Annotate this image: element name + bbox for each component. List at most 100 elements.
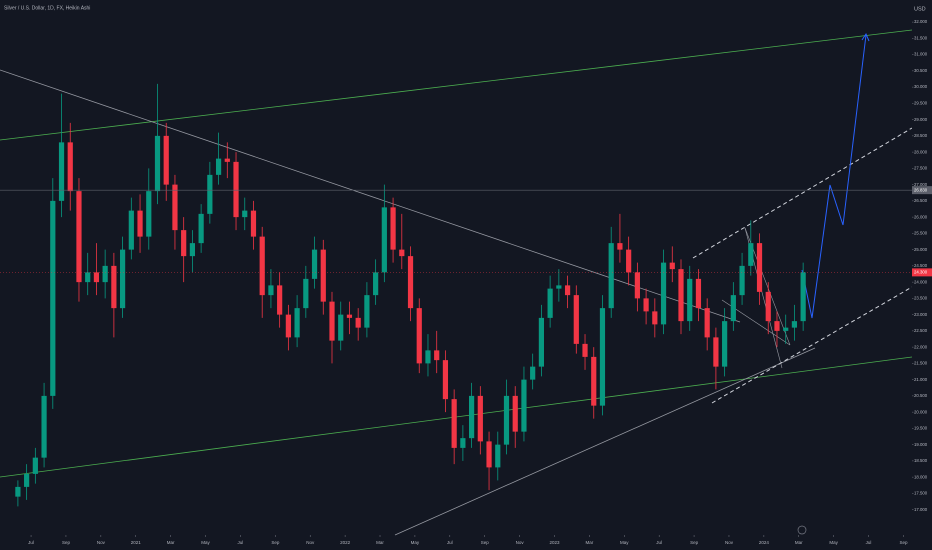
candle-body — [538, 317, 544, 367]
y-tick-label: 21.500 — [914, 361, 928, 366]
y-tick-label: 17.500 — [914, 491, 928, 496]
candle-body — [146, 191, 152, 237]
x-tick-label: Jul — [656, 540, 662, 545]
candle-body — [800, 272, 806, 322]
x-tick-label: Jul — [238, 540, 244, 545]
candle-body — [311, 249, 318, 279]
candle-body — [285, 314, 291, 338]
x-tick-label: Sep — [271, 540, 280, 545]
channel-line — [711, 286, 913, 404]
candle-body — [137, 210, 143, 237]
candle-body — [503, 395, 510, 445]
candle-body — [250, 210, 257, 237]
price-level-box — [912, 186, 932, 195]
x-tick-label: Mar — [586, 540, 594, 545]
candle-body — [189, 243, 195, 257]
y-tick-label: 31.000 — [914, 52, 928, 57]
y-tick-label: 30.500 — [914, 68, 928, 73]
candle-body — [669, 262, 675, 270]
trend-line — [394, 347, 816, 536]
y-tick-label: 20.500 — [914, 393, 928, 398]
candle-body — [242, 210, 248, 218]
current-price-box — [912, 268, 932, 277]
candle-body — [678, 269, 684, 322]
y-tick-label: 26.500 — [914, 198, 928, 203]
candle-body — [338, 314, 344, 341]
candle-body — [486, 441, 492, 468]
candle-body — [364, 295, 370, 328]
candle-body — [277, 285, 283, 315]
x-tick-label: May — [829, 540, 838, 545]
candle-body — [207, 174, 213, 214]
x-tick-label: 2022 — [340, 540, 351, 545]
x-tick-label: Mar — [376, 540, 384, 545]
candle-body — [739, 265, 745, 296]
y-tick-label: 18.000 — [914, 474, 928, 479]
candle-body — [547, 288, 553, 318]
candle-body — [416, 308, 422, 364]
candle-body — [634, 272, 640, 299]
candle-body — [154, 135, 161, 192]
candle-body — [599, 308, 606, 406]
candle-body — [399, 249, 405, 257]
x-tick-label: Sep — [62, 540, 71, 545]
candle-body — [695, 278, 702, 309]
trend-line — [0, 69, 741, 323]
candle-body — [181, 230, 187, 257]
y-tick-label: 25.000 — [914, 247, 928, 252]
candle-body — [791, 321, 798, 328]
candle-body — [346, 314, 353, 318]
candle-body — [573, 295, 579, 344]
candle-body — [652, 311, 658, 325]
x-tick-label: Nov — [516, 540, 525, 545]
y-tick-label: 30.000 — [914, 84, 928, 89]
candle-body — [163, 135, 169, 185]
current-price-label: 24.300 — [914, 270, 928, 275]
candle-body — [76, 191, 82, 283]
candle-body — [215, 158, 222, 175]
candle-body — [521, 379, 527, 432]
y-tick-label: 26.000 — [914, 214, 928, 219]
x-tick-label: Jul — [866, 540, 872, 545]
candle-body — [41, 395, 47, 458]
drawings — [0, 29, 913, 536]
candle-body — [530, 366, 536, 380]
y-tick-label: 23.000 — [914, 312, 928, 317]
candle-body — [102, 265, 108, 283]
candle-body — [268, 285, 274, 296]
candle-body — [373, 272, 379, 296]
price-level-label: 26.830 — [914, 187, 928, 192]
y-tick-label: 29.000 — [914, 117, 928, 122]
y-tick-label: 18.500 — [914, 458, 928, 463]
candle-body — [495, 444, 501, 468]
candle-body — [643, 298, 649, 312]
candle-body — [582, 343, 588, 357]
candle-body — [765, 291, 771, 322]
x-tick-label: Nov — [306, 540, 315, 545]
event-icon[interactable] — [797, 525, 807, 535]
candle-body — [617, 243, 623, 250]
candle-body — [626, 249, 632, 273]
candle-body — [67, 142, 73, 192]
candle-body — [556, 285, 562, 289]
x-tick-label: Mar — [167, 540, 175, 545]
channel-line — [692, 127, 913, 259]
candle-body — [24, 473, 30, 487]
candle-body — [783, 327, 789, 331]
y-tick-label: 25.500 — [914, 231, 928, 236]
candle-body — [259, 236, 265, 296]
y-tick-label: 24.500 — [914, 263, 928, 268]
x-tick-label: May — [620, 540, 629, 545]
candle-body — [564, 285, 571, 296]
candle-body — [722, 321, 728, 367]
y-tick-label: 29.500 — [914, 101, 928, 106]
projection-path — [801, 34, 867, 319]
y-tick-label: 22.000 — [914, 344, 928, 349]
candle-body — [224, 158, 230, 162]
x-tick-label: Sep — [899, 540, 908, 545]
y-tick-label: 31.500 — [914, 35, 928, 40]
candle-body — [477, 395, 483, 442]
